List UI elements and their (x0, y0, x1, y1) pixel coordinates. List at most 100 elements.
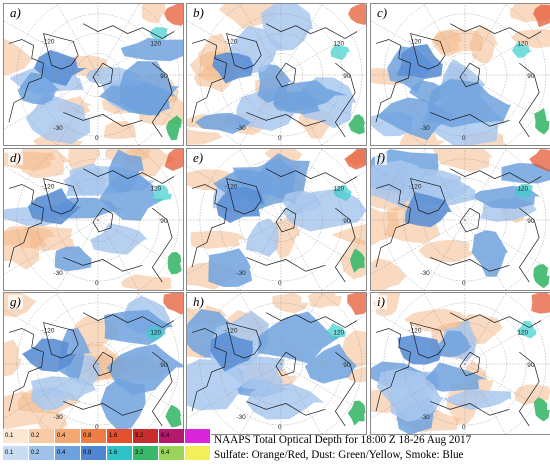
map-tick-label: -30 (53, 270, 63, 277)
coastline (92, 351, 114, 377)
smoke-plume (208, 248, 253, 288)
sulfate-plume (344, 149, 366, 170)
smoke-plume (195, 112, 252, 135)
latitude-circle (219, 158, 343, 282)
meridian-line (97, 219, 183, 270)
map-panel-a: -120 120 90 -30 0 a) (3, 3, 184, 146)
high-aod-plume (332, 184, 353, 202)
meridian-line (280, 25, 366, 76)
meridian-line (464, 314, 550, 365)
meridian-line (240, 219, 282, 290)
smoke-plume (436, 330, 473, 358)
map-tick-label: -120 (42, 38, 55, 45)
map-tick-label: -30 (420, 270, 430, 277)
coastline (430, 401, 510, 416)
map-tick-label: 0 (462, 424, 466, 431)
sulfate-plume (531, 293, 550, 314)
latitude-circle (403, 13, 527, 137)
map-panel-c: -120 120 90 -30 0 c) (370, 3, 550, 146)
meridian-line (464, 74, 506, 145)
meridian-line (97, 219, 139, 290)
map-tick-label: -120 (225, 183, 238, 190)
polar-map: -120 120 90 -30 0 (4, 4, 183, 145)
panel-label: f) (375, 150, 387, 165)
map-tick-label: 0 (462, 280, 466, 287)
meridian-line (280, 219, 366, 270)
coastline (334, 351, 356, 427)
map-tick-label: -30 (236, 270, 246, 277)
map-tick-label: -30 (236, 414, 246, 421)
coastline (275, 351, 297, 377)
panel-label: b) (191, 5, 206, 20)
meridian-line (424, 363, 466, 434)
coastline (459, 351, 481, 377)
map-tick-label: 120 (333, 185, 344, 192)
coastline (334, 207, 356, 283)
meridian-line (423, 4, 466, 76)
meridian-line (371, 165, 466, 221)
polar-map: -120 120 90 -30 0 (371, 293, 550, 434)
dust-plume (167, 251, 182, 275)
legend-swatch: 0.1 (3, 429, 29, 443)
map-tick-label: 0 (95, 135, 99, 142)
legend-swatch: 0.2 (29, 446, 55, 460)
coastline (92, 207, 114, 233)
legend-swatch: 6.4 (159, 429, 185, 443)
high-aod-plume (149, 27, 168, 40)
coastline (191, 184, 227, 268)
coastline (8, 39, 44, 123)
latitude-circle (36, 13, 160, 137)
smoke-plume (281, 191, 322, 216)
map-tick-label: -30 (53, 414, 63, 421)
meridian-line (239, 4, 282, 76)
map-tick-label: 120 (150, 329, 161, 336)
meridian-line (280, 74, 322, 145)
coastline (410, 178, 446, 215)
latitude-circle (423, 33, 507, 117)
sulfate-plume (4, 339, 22, 377)
map-tick-label: -30 (236, 125, 246, 132)
sulfate-plume (432, 29, 484, 57)
dust-plume (165, 404, 182, 428)
panel-label: h) (191, 294, 206, 309)
smoke-core (33, 49, 87, 87)
meridian-line (187, 165, 282, 221)
meridian-line (57, 74, 99, 145)
legend-swatch: 1.6 (107, 429, 133, 443)
meridian-line (280, 149, 323, 221)
coastline (246, 112, 326, 127)
coastline (246, 401, 326, 416)
meridian-line (423, 149, 466, 221)
smoke-plume (246, 383, 324, 420)
smoke-plume (428, 78, 511, 128)
map-tick-label: 90 (160, 73, 168, 80)
coastline (265, 168, 358, 184)
meridian-line (464, 363, 506, 434)
smoke-plume (260, 4, 313, 51)
dust-plume (165, 115, 182, 141)
legend-swatch: 0.8 (81, 429, 107, 443)
coastline (375, 328, 411, 412)
map-tick-label: -120 (409, 183, 422, 190)
meridian-line (423, 293, 466, 365)
meridian-line (280, 219, 322, 290)
coastline (375, 39, 411, 123)
coastline (43, 33, 79, 70)
latitude-circle (36, 302, 160, 426)
coastline (43, 178, 79, 215)
sulfate-plume (164, 149, 183, 171)
high-aod-plume (511, 42, 533, 58)
coastline (63, 112, 143, 127)
map-tick-label: -120 (42, 327, 55, 334)
legend-row-smoke: 0.1 0.2 0.4 0.8 1.6 3.2 6.4 (3, 446, 211, 460)
meridian-line (56, 4, 99, 76)
sulfate-plume (68, 149, 101, 175)
meridian-line (280, 363, 366, 414)
dust-plume (348, 114, 366, 135)
meridian-line (187, 219, 282, 275)
smoke-core (212, 52, 255, 84)
meridian-line (464, 149, 507, 221)
legend-swatch: 1.6 (107, 446, 133, 460)
coastline (191, 328, 227, 412)
meridian-line (280, 170, 366, 221)
